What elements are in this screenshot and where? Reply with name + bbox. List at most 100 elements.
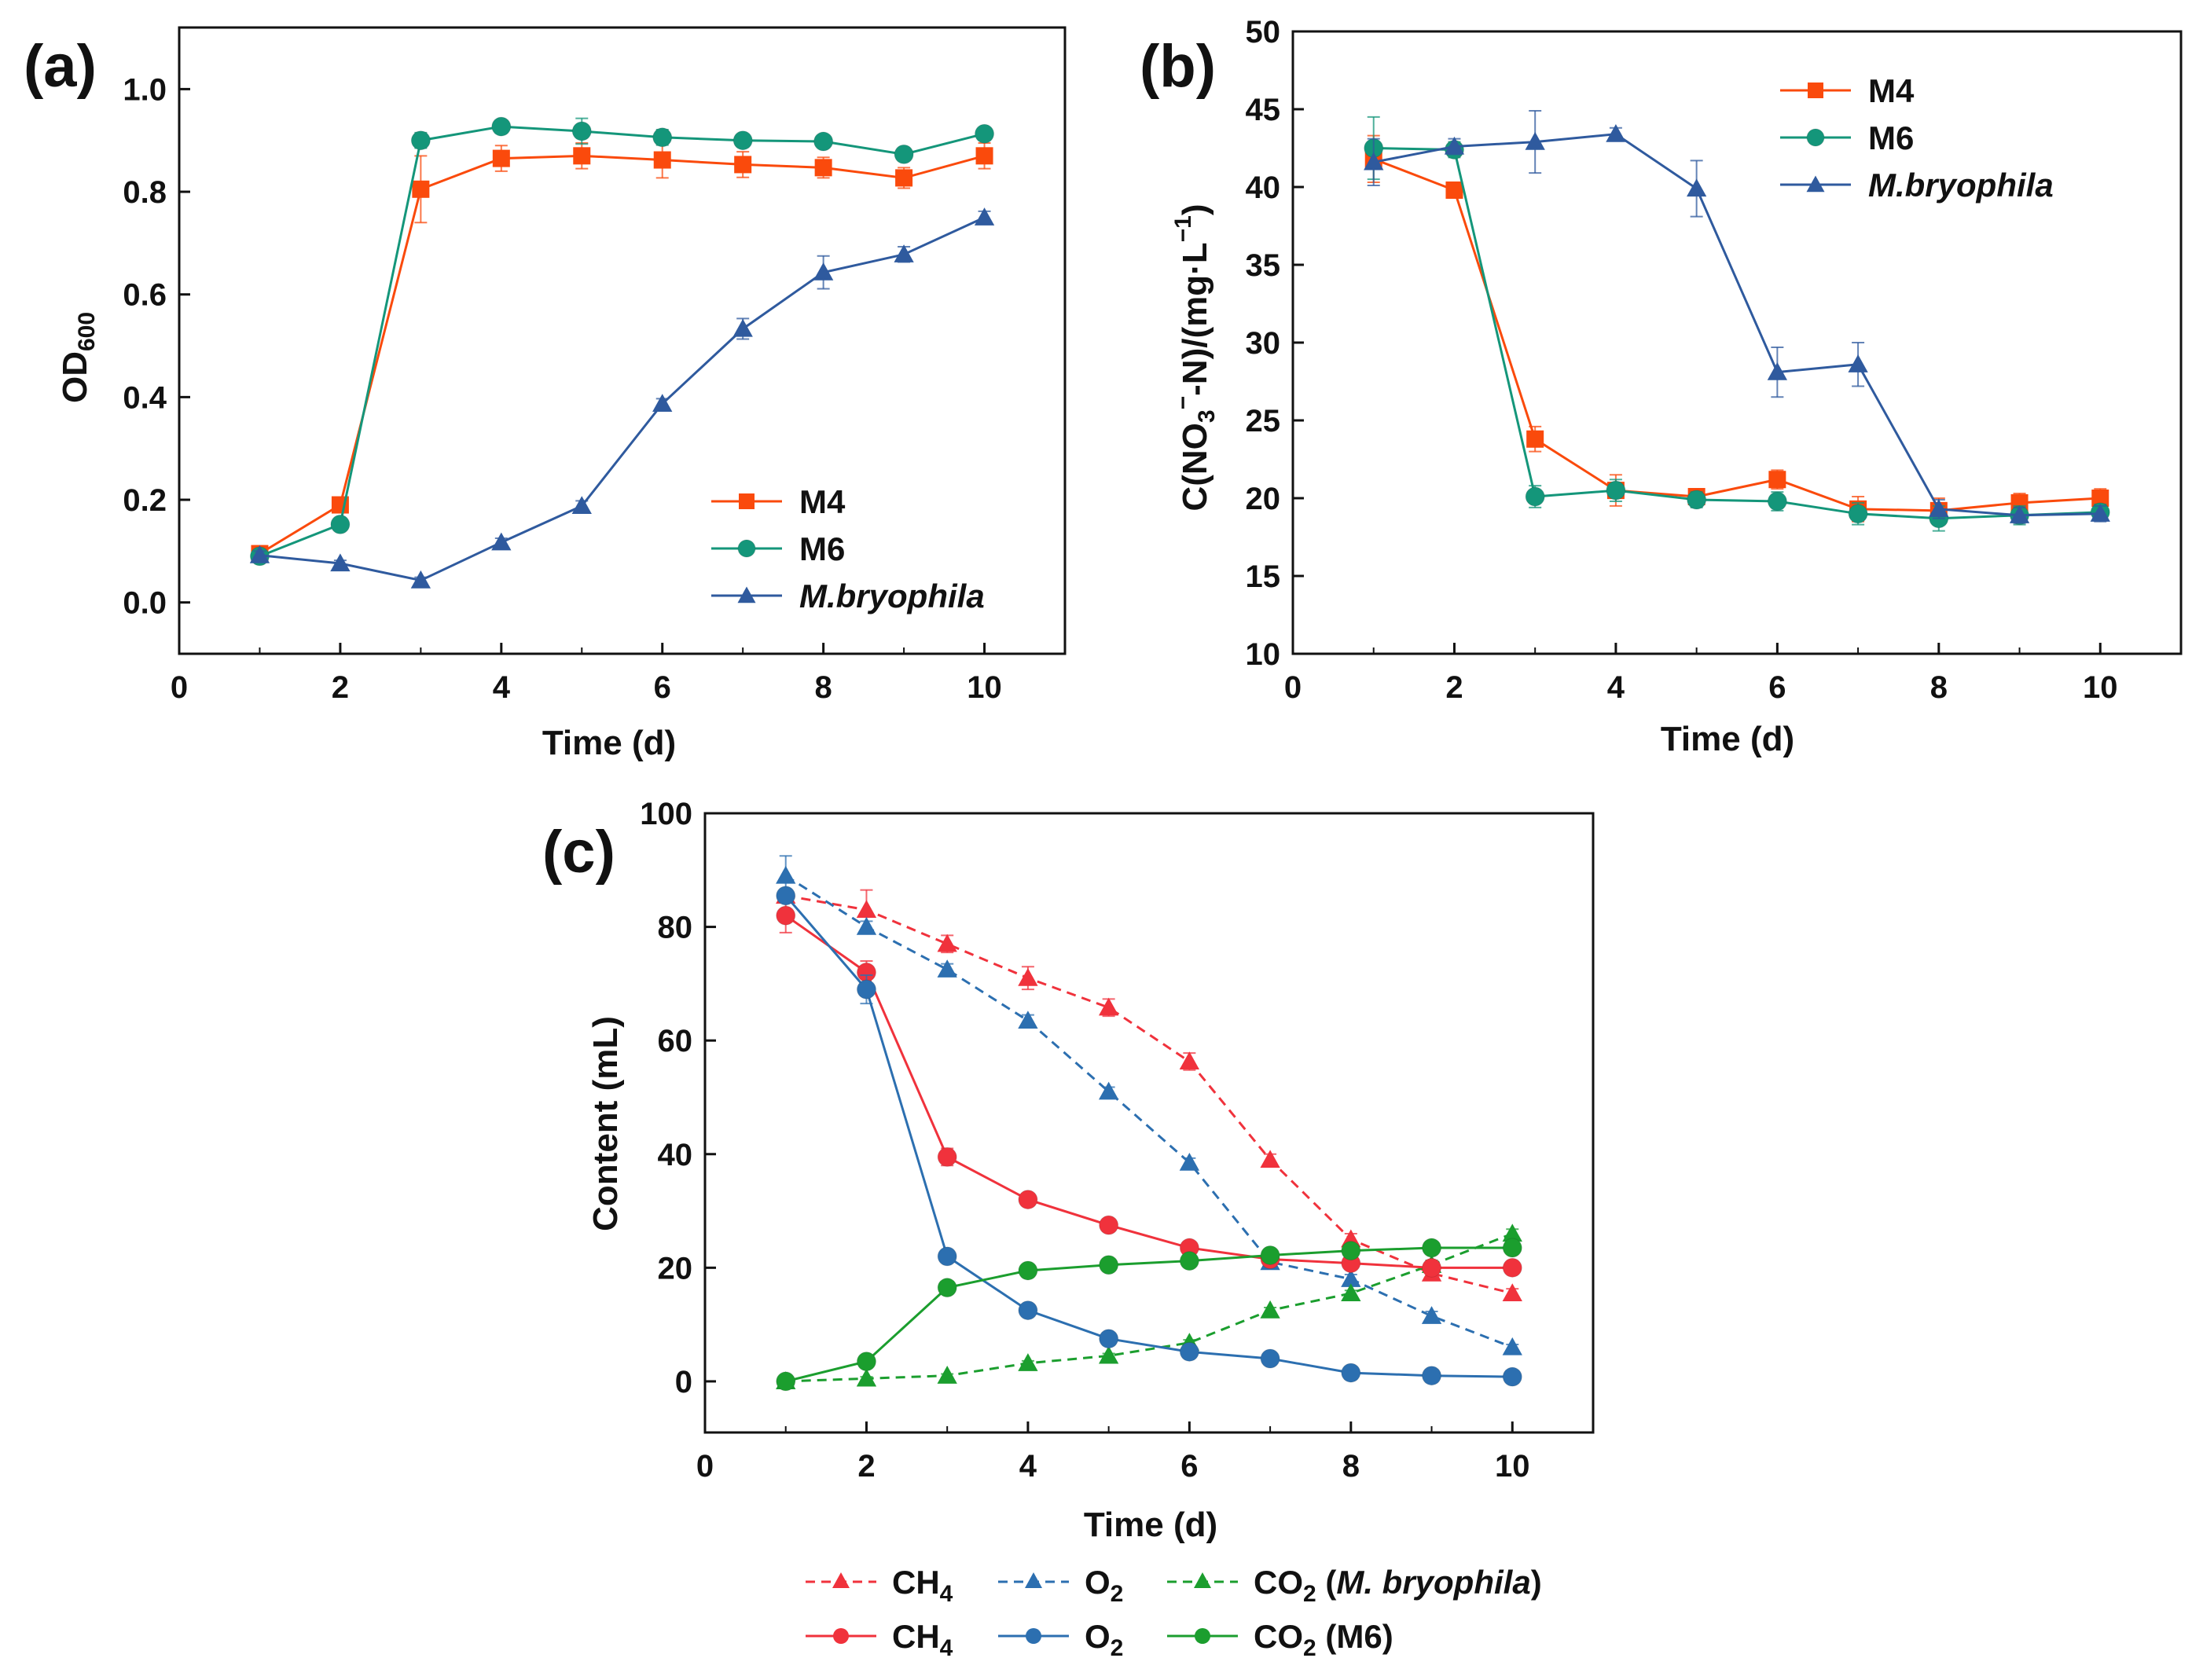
panel-c-series-2-co2-m-bryophila-point-2	[856, 1368, 877, 1387]
panel-c-series-1-o2	[776, 855, 1522, 1355]
panel-b-y-axis-title-part1: C(NO	[1176, 423, 1214, 511]
panel-c-series-3-ch4	[776, 897, 1522, 1278]
panel-c-series-3-ch4-point-3	[937, 1146, 957, 1167]
panel-b-y-axis-title-sup2: −1	[1170, 215, 1196, 242]
panel-b-series-0-m4-point-3	[1526, 430, 1544, 448]
panel-c-series-1-o2-point-3	[937, 959, 957, 978]
panel-c-series-4-o2-point-7	[1260, 1348, 1280, 1369]
panel-c-legend: CH4 O2 CO2 (M. bryophila) CH4 O2 CO2 (M6…	[806, 1564, 1542, 1661]
panel-b-legend-entry-m6: M6	[1780, 119, 1914, 156]
legend-c-label-co2-dashed: CO2 (M. bryophila)	[1254, 1564, 1542, 1607]
panel-a-legend-marker-m-bryophila	[737, 586, 756, 603]
legend-c-label-ch4-dashed-sub: 4	[940, 1581, 953, 1607]
panel-b-series-0-m4-point-6	[1768, 471, 1786, 489]
panel-a-y-axis-title-sub: 600	[74, 312, 100, 351]
panel-c-series-5-co2-m6	[776, 1238, 1522, 1392]
panel-a-y-tick-label-3: 0.6	[123, 278, 167, 313]
panel-c-series-5-co2-m6-point-4	[1018, 1260, 1038, 1281]
legend-c-marker-ch4-dashed	[832, 1572, 850, 1588]
panel-b-y-tick-label-8: 50	[1246, 15, 1281, 50]
panel-a-x-tick-label-2: 2	[332, 670, 349, 705]
panel-b-y-tick-label-7: 45	[1246, 93, 1281, 127]
legend-c-label-co2-solid-rest: (M6)	[1316, 1618, 1393, 1655]
panel-a-series-1-m6-point-7	[732, 130, 753, 151]
panel-c-y-tick-label-4: 80	[658, 911, 693, 945]
panel-a-series-1-m6-point-4	[491, 116, 512, 137]
legend-c-label-o2-dashed-main: O	[1085, 1564, 1111, 1601]
panel-c-series-2-co2-m-bryophila-point-4	[1018, 1353, 1038, 1371]
panel-b-series-2-m-bryophila-point-7	[1848, 354, 1868, 372]
panel-a-series-2-m-bryophila-point-1	[249, 545, 270, 563]
panel-b-legend-entry-m4: M4	[1780, 72, 1915, 109]
panel-c-x-axis-title: Time (d)	[1084, 1506, 1217, 1544]
panel-a-series-0-m4-line	[259, 154, 985, 555]
panel-a-legend-marker-m4	[739, 493, 755, 509]
panel-c-series-2-co2-m-bryophila-point-7	[1260, 1300, 1280, 1319]
panel-c-x-tick-label-0: 0	[696, 1449, 714, 1484]
panel-b-series-0-m4-point-10	[2091, 490, 2109, 507]
panel-a-legend-entry-m4: M4	[711, 483, 846, 520]
panel-c-series-1-o2-point-4	[1018, 1011, 1038, 1029]
panel-c-series-0-ch4-point-7	[1260, 1150, 1280, 1168]
panel-a-letter: (a)	[24, 33, 97, 100]
panel-a-legend-label-m6: M6	[799, 530, 845, 567]
panel-c-x-tick-label-4: 4	[1019, 1449, 1037, 1484]
legend-c-label-co2-solid: CO2 (M6)	[1254, 1618, 1393, 1661]
panel-a-series-0-m4-point-7	[734, 156, 752, 174]
legend-c-label-co2-dashed-sub: 2	[1303, 1581, 1316, 1607]
panel-b-x-tick-label-2: 2	[1445, 670, 1463, 705]
panel-b-series-2-m-bryophila-point-10	[2090, 504, 2110, 522]
legend-c-label-o2-solid-sub: 2	[1111, 1635, 1124, 1661]
legend-c-entry-ch4-solid: CH4	[806, 1618, 953, 1661]
panel-c-plot-frame	[703, 812, 1595, 1434]
panel-a-series-1-m6-point-8	[813, 131, 834, 152]
panel-b-y-tick-label-6: 40	[1246, 171, 1281, 205]
panel-a-series-2-m-bryophila-point-4	[491, 532, 512, 551]
legend-c-marker-ch4-solid	[833, 1628, 849, 1644]
legend-c-entry-ch4-dashed: CH4	[806, 1564, 953, 1607]
panel-c-series-3-ch4-point-9	[1422, 1257, 1442, 1278]
panel-a-x-axis-title: Time (d)	[542, 724, 676, 762]
panel-c-series-5-co2-m6-point-10	[1502, 1238, 1522, 1258]
panel-c-x-tick-label-10: 10	[1495, 1449, 1530, 1484]
panel-a-series-2-m-bryophila-point-6	[652, 394, 673, 412]
panel-c-series-4-o2-point-4	[1018, 1300, 1038, 1321]
panel-c-series-0-ch4-point-3	[937, 934, 957, 952]
panel-c-y-tick-label-3: 60	[658, 1024, 693, 1058]
panel-c-series-5-co2-m6-line	[785, 1246, 1513, 1383]
panel-b-series-2-m-bryophila-point-1	[1364, 152, 1384, 171]
panel-b-legend-label-m-bryophila: M.bryophila	[1868, 167, 2054, 204]
panel-c-series-5-co2-m6-point-7	[1260, 1245, 1280, 1265]
panel-b-y-tick-label-5: 35	[1246, 248, 1281, 283]
panel-c-series-4-o2-point-5	[1099, 1329, 1119, 1349]
panel-b-legend-marker-m-bryophila	[1806, 175, 1825, 193]
legend-c-label-ch4-dashed: CH4	[892, 1564, 953, 1607]
legend-c-label-ch4-solid-sub: 4	[940, 1635, 953, 1661]
panel-c-series-5-co2-m6-point-5	[1099, 1255, 1119, 1275]
panel-b-series-1-m6-point-7	[1848, 504, 1868, 524]
legend-c-entry-co2-dashed: CO2 (M. bryophila)	[1167, 1564, 1542, 1607]
panel-a-y-tick-label-4: 0.8	[123, 175, 167, 210]
panel-a-x-tick-label-8: 8	[815, 670, 832, 705]
panel-b-series-2-m-bryophila	[1364, 109, 2110, 524]
panel-a-series-0-m4-point-5	[573, 147, 591, 165]
panel-a-y-axis-title-main: OD	[56, 351, 94, 403]
panel-b-letter: (b)	[1140, 33, 1216, 100]
panel-a-legend-marker-m6	[737, 539, 756, 558]
panel-b-series-2-m-bryophila-point-8	[1929, 499, 1949, 517]
panel-a-series-2-m-bryophila-point-7	[732, 318, 753, 337]
panel-b-series-0-m4-point-2	[1445, 181, 1463, 199]
panel-a-series-0-m4-point-3	[412, 180, 430, 198]
legend-c-entry-o2-dashed: O2	[998, 1564, 1123, 1607]
panel-c-series-0-ch4-point-10	[1502, 1283, 1522, 1302]
panel-c-series-1-o2-point-2	[856, 916, 877, 935]
panel-a-x-tick-label-4: 4	[493, 670, 511, 705]
panel-c-series-4-o2-point-1	[776, 886, 796, 906]
panel-c-series-2-co2-m-bryophila-point-8	[1341, 1283, 1361, 1302]
panel-a-legend-entry-m-bryophila: M.bryophila	[711, 578, 985, 614]
panel-b-y-tick-label-3: 25	[1246, 404, 1281, 438]
panel-c-series-1-o2-point-9	[1421, 1306, 1442, 1324]
panel-a-series-2-m-bryophila-line	[259, 216, 986, 582]
panel-a-series-1-m6-point-2	[330, 514, 351, 534]
